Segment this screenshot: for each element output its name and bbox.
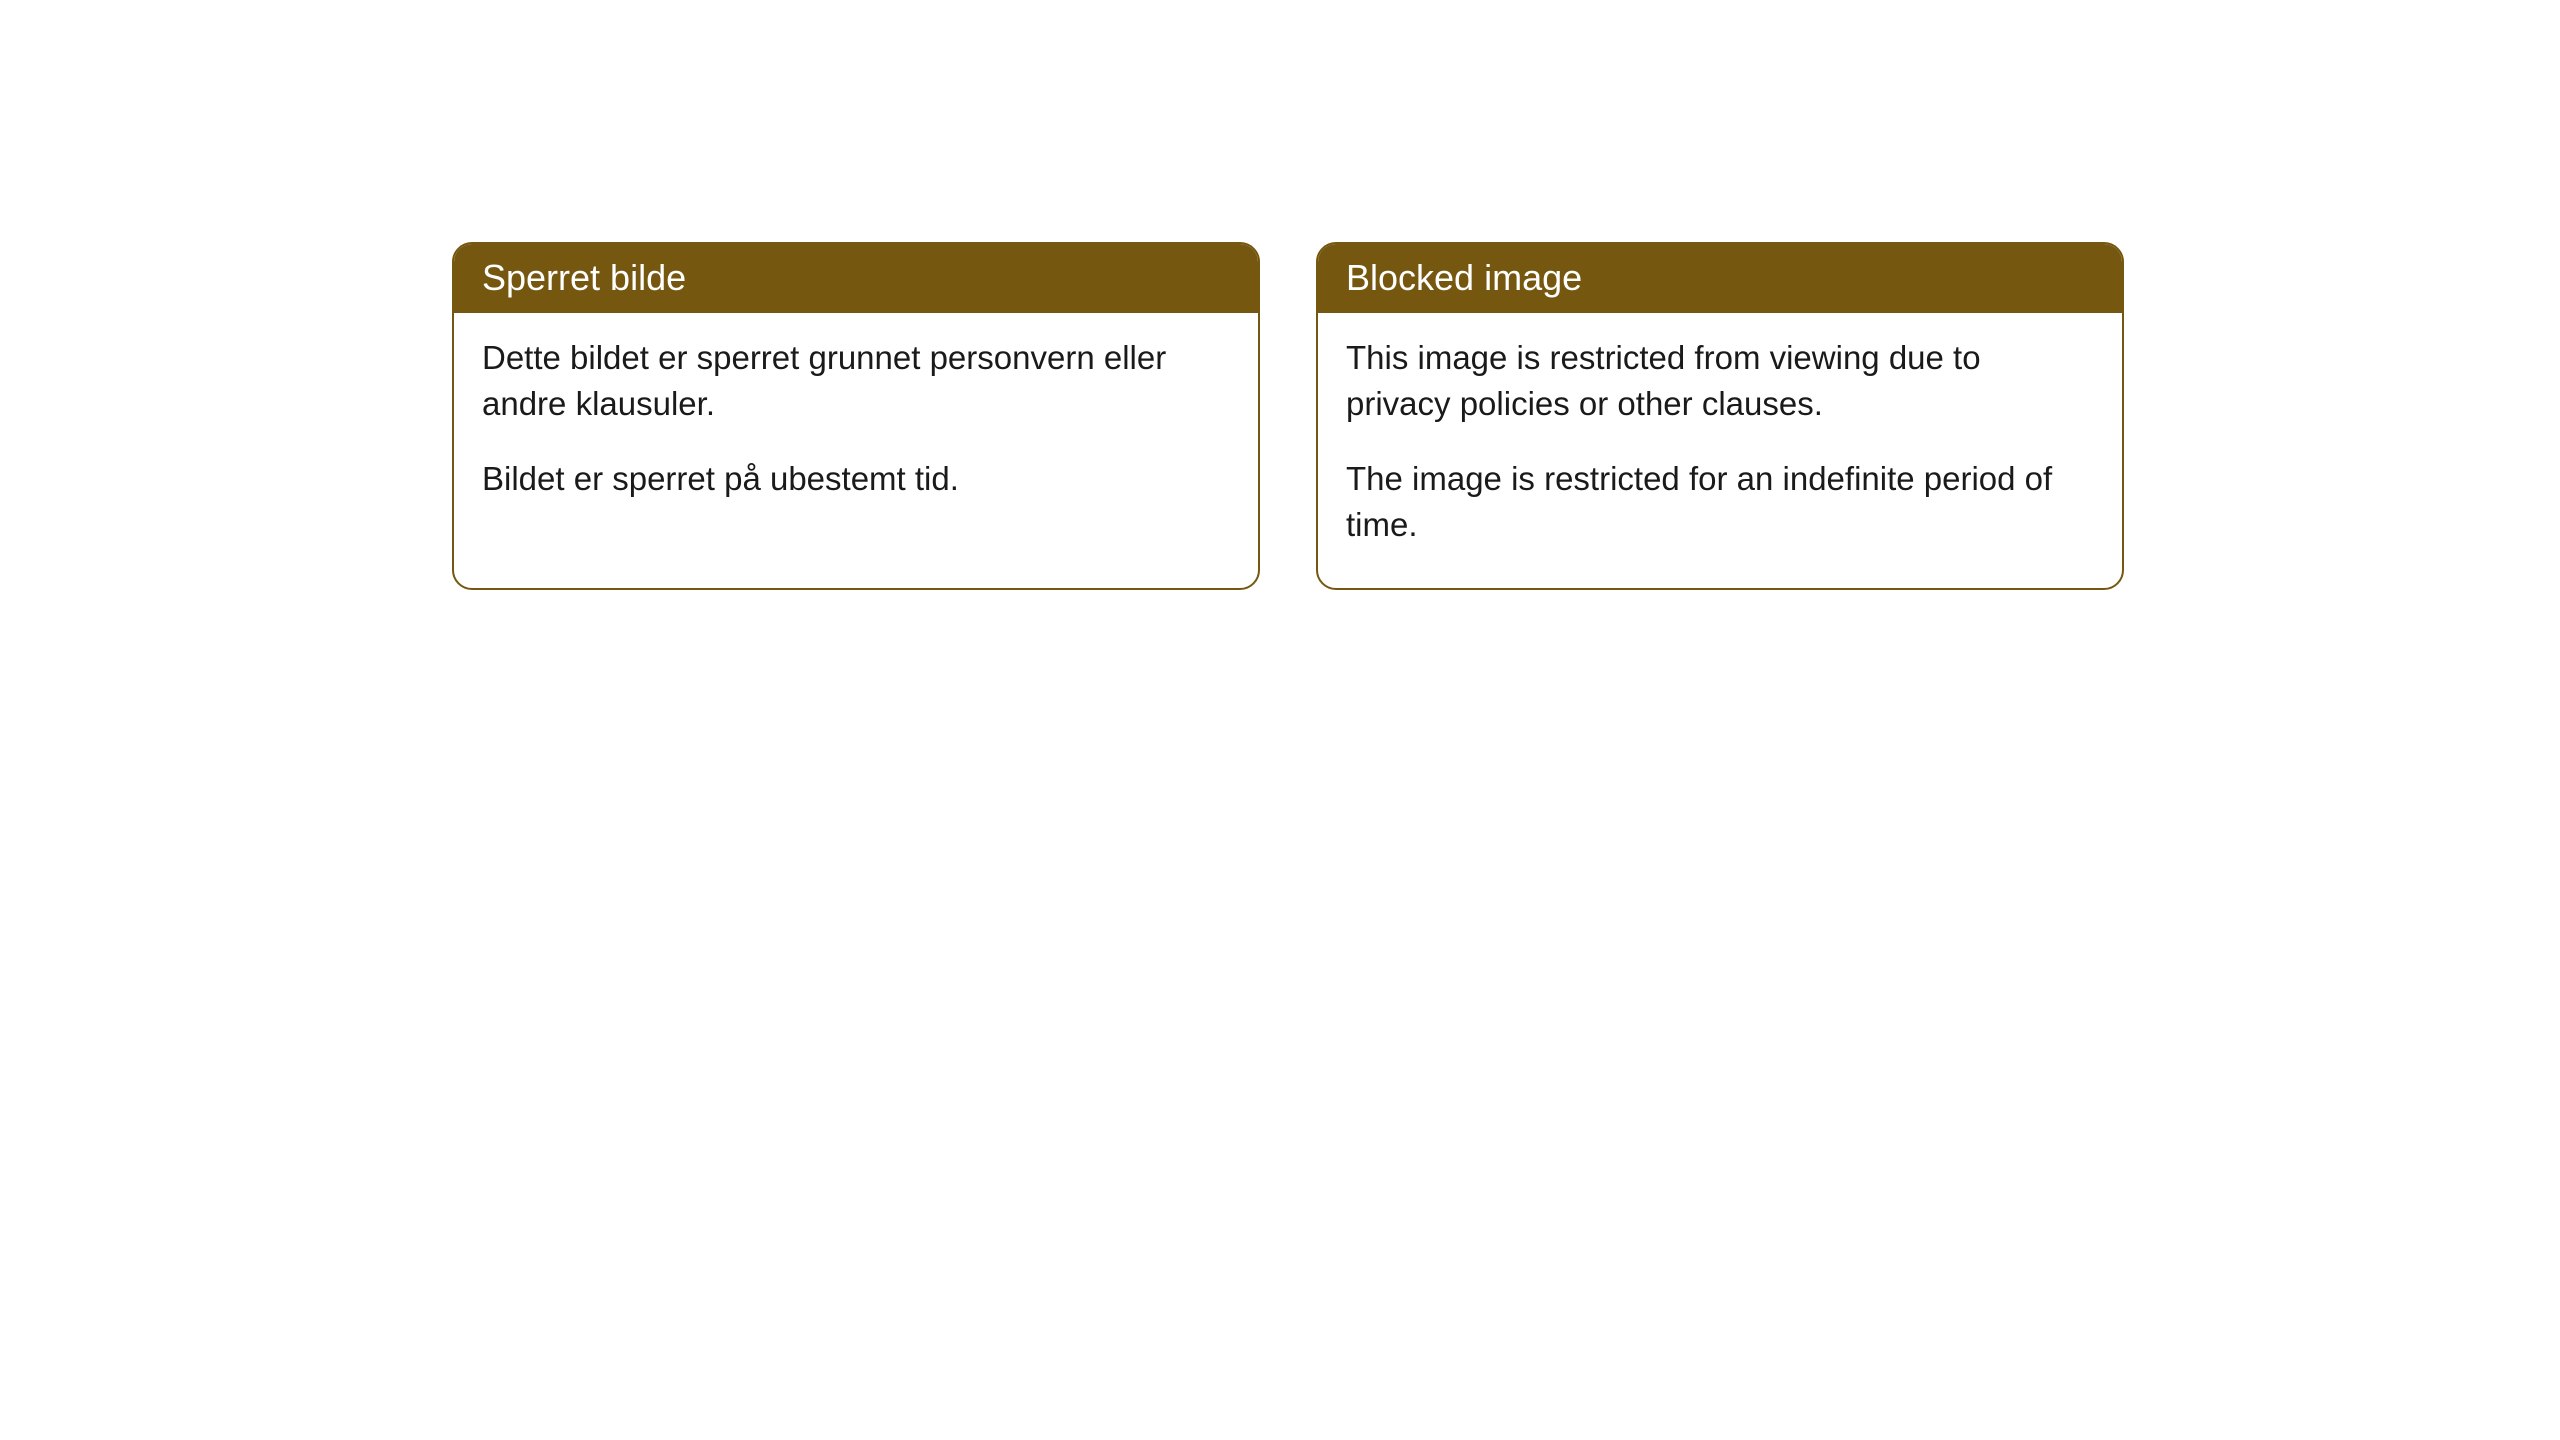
card-body: Dette bildet er sperret grunnet personve…	[454, 313, 1258, 542]
card-header: Blocked image	[1318, 244, 2122, 313]
card-paragraph: Dette bildet er sperret grunnet personve…	[482, 335, 1230, 427]
notice-cards-container: Sperret bilde Dette bildet er sperret gr…	[452, 242, 2560, 590]
card-paragraph: The image is restricted for an indefinit…	[1346, 456, 2094, 548]
notice-card-english: Blocked image This image is restricted f…	[1316, 242, 2124, 590]
card-header: Sperret bilde	[454, 244, 1258, 313]
card-paragraph: Bildet er sperret på ubestemt tid.	[482, 456, 1230, 502]
card-body: This image is restricted from viewing du…	[1318, 313, 2122, 588]
notice-card-norwegian: Sperret bilde Dette bildet er sperret gr…	[452, 242, 1260, 590]
card-paragraph: This image is restricted from viewing du…	[1346, 335, 2094, 427]
